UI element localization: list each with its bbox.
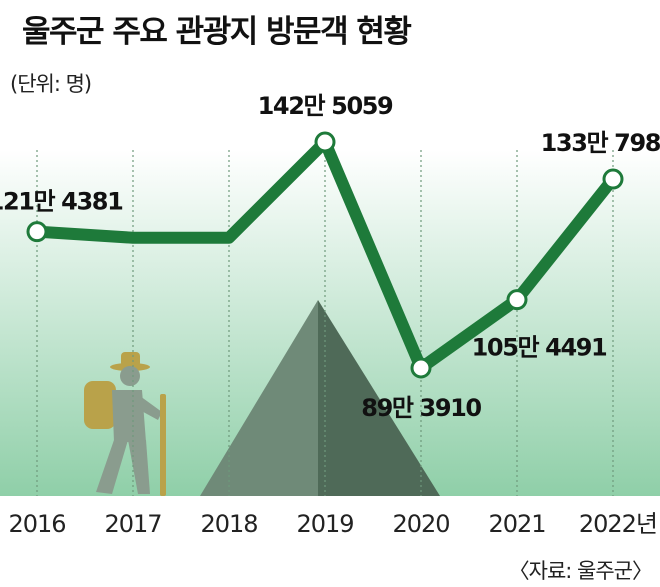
hiker-leg-front: [128, 440, 150, 494]
data-label: 89만 3910: [361, 394, 481, 422]
x-tick-label: 2021: [488, 510, 545, 538]
data-point-marker: [410, 357, 432, 379]
hiker-backpack: [84, 381, 116, 429]
data-point-marker: [314, 131, 336, 153]
hiker-leg-back: [96, 440, 128, 494]
hiker-illustration: [84, 352, 166, 496]
x-tick-label: 2016: [8, 510, 65, 538]
x-tick-label: 2019: [296, 510, 353, 538]
hiker-hat-crown: [121, 352, 140, 367]
hiker-head: [120, 366, 140, 386]
hiker-pole: [160, 394, 166, 496]
x-tick-label: 2020: [392, 510, 449, 538]
hiker-arm: [136, 396, 162, 420]
x-axis-ticks: 2016 2017 2018 2019 2020 2021 2022년: [8, 510, 658, 538]
source-note: 〈자료: 울주군〉: [509, 559, 652, 583]
unit-note: (단위: 명): [10, 72, 91, 96]
data-label: 121만 4381: [0, 188, 123, 216]
x-tick-label: 2018: [200, 510, 257, 538]
markers: [26, 131, 624, 379]
x-tick-label: 2022년: [579, 510, 657, 538]
data-labels: 121만 4381 142만 5059 89만 3910 105만 4491 133만 …: [0, 92, 660, 422]
data-point-marker: [26, 221, 48, 243]
data-point-marker: [602, 168, 624, 190]
x-tick-label: 2017: [104, 510, 161, 538]
data-label: 142만 5059: [258, 92, 393, 120]
data-point-marker: [506, 289, 528, 311]
data-label: 133만 7989: [541, 129, 660, 157]
hiker-torso: [112, 390, 146, 442]
data-label: 105만 4491: [472, 334, 607, 362]
chart-title: 울주군 주요 관광지 방문객 현황: [22, 14, 411, 50]
